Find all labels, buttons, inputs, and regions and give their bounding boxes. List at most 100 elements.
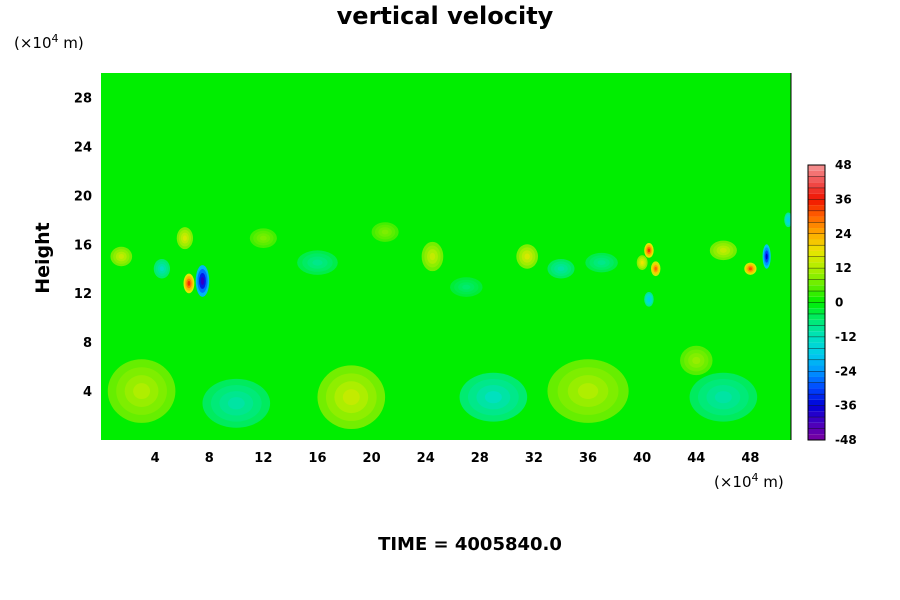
field-feature-16-level-3 xyxy=(719,247,727,253)
x-tick-label: 24 xyxy=(417,451,435,466)
colorbar-band xyxy=(808,193,825,200)
y-unit-prefix: (×10 xyxy=(14,34,52,52)
colorbar-band xyxy=(808,262,825,269)
field-feature-0-level-3 xyxy=(462,284,471,290)
colorbar-band xyxy=(808,285,825,292)
colorbar-tick-label: 12 xyxy=(835,261,852,275)
colorbar xyxy=(807,164,826,441)
x-tick-label: 48 xyxy=(741,451,759,466)
x-tick-label: 12 xyxy=(254,451,272,466)
colorbar-tick-label: 0 xyxy=(835,296,843,310)
y-ticks: 4 8 12 16 20 24 28 xyxy=(74,91,92,400)
colorbar-band xyxy=(808,182,825,188)
field-feature-4-level-3 xyxy=(259,235,267,241)
field-feature-24-level-3 xyxy=(187,280,191,286)
colorbar-band xyxy=(808,428,825,435)
colorbar-band xyxy=(808,382,825,389)
field-feature-6-level-3 xyxy=(714,391,732,404)
x-tick-label: 32 xyxy=(525,451,543,466)
colorbar-band xyxy=(808,245,825,251)
field-feature-1-level-3 xyxy=(312,259,323,266)
colorbar-band xyxy=(808,371,825,377)
field-feature-8-level-3 xyxy=(557,266,565,272)
x-tick-label: 20 xyxy=(363,451,381,466)
colorbar-band xyxy=(808,291,825,297)
colorbar-band xyxy=(808,268,825,274)
colorbar-band xyxy=(808,388,825,395)
colorbar-band xyxy=(808,170,825,177)
colorbar-band xyxy=(808,405,825,412)
colorbar-band xyxy=(808,250,825,257)
x-tick-label: 40 xyxy=(633,451,651,466)
field-feature-17-level-3 xyxy=(182,235,187,241)
colorbar-band xyxy=(808,399,825,406)
field-feature-27-level-3 xyxy=(200,276,205,285)
colorbar-band xyxy=(808,216,825,223)
x-unit-exponent: 4 xyxy=(752,471,759,484)
field-feature-13-level-3 xyxy=(342,389,360,406)
colorbar-band xyxy=(808,331,825,337)
colorbar-band xyxy=(808,210,825,217)
field-feature-18-level-3 xyxy=(524,253,530,260)
colorbar-band xyxy=(808,222,825,229)
colorbar-tick-label: -24 xyxy=(835,364,857,378)
colorbar-band xyxy=(808,273,825,280)
colorbar-band xyxy=(808,308,825,314)
field-feature-9-level-3 xyxy=(133,383,151,400)
colorbar-band xyxy=(808,336,825,343)
colorbar-band xyxy=(808,165,825,171)
y-tick-label: 24 xyxy=(74,140,92,155)
colorbar-band xyxy=(808,325,825,332)
colorbar-band xyxy=(808,176,825,183)
colorbar-band xyxy=(808,205,825,211)
x-unit-suffix: m) xyxy=(759,473,784,491)
colorbar-band xyxy=(808,256,825,263)
x-tick-label: 16 xyxy=(308,451,326,466)
y-tick-label: 20 xyxy=(74,189,92,204)
colorbar-band xyxy=(808,365,825,372)
x-ticks: 4 8 12 16 20 24 28 32 36 40 44 48 xyxy=(151,451,760,466)
colorbar-band xyxy=(808,411,825,418)
colorbar-band xyxy=(808,187,825,194)
colorbar-band xyxy=(808,319,825,326)
colorbar-tick-label: -12 xyxy=(835,330,857,344)
colorbar-band xyxy=(808,422,825,429)
colorbar-tick-label: 36 xyxy=(835,192,852,206)
y-axis-unit: (×104 m) xyxy=(14,32,84,52)
y-tick-label: 28 xyxy=(74,91,92,106)
colorbar-band xyxy=(808,359,825,366)
x-tick-label: 4 xyxy=(151,451,160,466)
colorbar-band xyxy=(808,239,825,246)
field-feature-22-level-3 xyxy=(654,266,657,271)
colorbar-band xyxy=(808,417,825,423)
y-axis-label: Height xyxy=(32,222,54,294)
x-tick-label: 28 xyxy=(471,451,489,466)
y-tick-label: 8 xyxy=(83,336,92,351)
colorbar-band xyxy=(808,199,825,206)
y-tick-label: 4 xyxy=(83,385,92,400)
x-tick-label: 36 xyxy=(579,451,597,466)
colorbar-tick-label: -36 xyxy=(835,399,857,413)
field-feature-12-level-3 xyxy=(159,266,164,272)
colorbar-tick-label: -48 xyxy=(835,433,857,447)
colorbar-band xyxy=(808,342,825,349)
field-feature-21-level-3 xyxy=(787,217,790,222)
field-feature-26-level-3 xyxy=(765,253,768,260)
velocity-field xyxy=(107,212,791,429)
colorbar-band xyxy=(808,348,825,355)
colorbar-band xyxy=(808,302,825,309)
x-axis-unit: (×104 m) xyxy=(714,471,784,491)
colorbar-band xyxy=(808,279,825,286)
field-feature-15-level-3 xyxy=(429,252,436,261)
x-unit-prefix: (×10 xyxy=(714,473,752,491)
colorbar-tick-label: 48 xyxy=(835,158,852,172)
plot-background xyxy=(101,73,791,440)
field-feature-20-level-3 xyxy=(647,297,651,302)
field-feature-25-level-3 xyxy=(647,248,651,253)
y-unit-suffix: m) xyxy=(59,34,84,52)
colorbar-ticks: 48 36 24 12 0 -12 -24 -36 -48 xyxy=(835,158,857,447)
colorbar-band xyxy=(808,394,825,400)
colorbar-band xyxy=(808,376,825,383)
field-feature-5-level-3 xyxy=(227,397,245,410)
